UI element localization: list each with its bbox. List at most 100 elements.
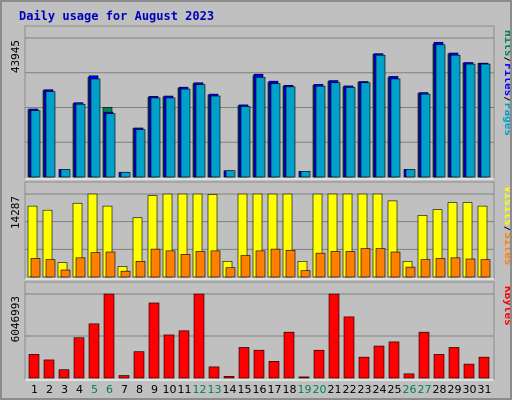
bar-files — [195, 84, 206, 178]
bar-sites — [480, 259, 491, 278]
bar-sites — [225, 267, 236, 278]
x-tick-label: 17 — [268, 383, 282, 396]
bar-kbytes — [298, 376, 310, 379]
x-tick-label: 5 — [91, 383, 98, 396]
bar-kbytes — [268, 361, 280, 379]
bar-kbytes — [88, 323, 100, 379]
bar-files — [450, 54, 461, 178]
bar-files — [120, 171, 131, 178]
bar-files — [225, 170, 236, 178]
bar-sites — [360, 248, 371, 278]
bar-kbytes — [358, 356, 370, 379]
panel-visits-side-label: Visits/Sites — [502, 186, 510, 266]
x-tick-label: 22 — [343, 383, 357, 396]
bar-sites — [390, 251, 401, 278]
bar-sites — [375, 248, 386, 278]
side-label-part: Files — [502, 63, 510, 96]
bar-kbytes — [148, 302, 160, 379]
bar-kbytes — [238, 347, 250, 379]
chart-title: Daily usage for August 2023 — [19, 9, 214, 23]
bar-sites — [255, 250, 266, 278]
x-tick-label: 13 — [208, 383, 222, 396]
bar-sites — [465, 258, 476, 278]
panel-kbytes: 6046993 KBytes — [9, 281, 510, 381]
bar-files — [435, 44, 446, 178]
x-tick-labels: 1 2 3 4 5 6 7 8 9 10 11 12 13 14 15 16 17 18 19 20 21 22 23 24 2… — [31, 383, 492, 396]
x-tick-label: 1 — [31, 383, 38, 396]
bar-files — [360, 82, 371, 178]
bar-kbytes — [373, 345, 385, 379]
bar-kbytes — [463, 363, 475, 379]
bar-files — [345, 87, 356, 178]
bar-files — [45, 91, 56, 178]
bar-files — [270, 83, 281, 178]
bar-kbytes — [73, 337, 85, 379]
side-label-part: Hits — [502, 30, 510, 57]
bar-files — [255, 77, 266, 178]
bar-sites — [210, 250, 221, 278]
x-tick-label: 10 — [163, 383, 177, 396]
bar-kbytes — [253, 349, 265, 379]
bar-kbytes — [223, 376, 235, 379]
bar-kbytes — [448, 347, 460, 379]
bar-sites — [300, 270, 311, 278]
bar-kbytes — [43, 359, 55, 379]
panel-visits: 14287 Visits/Sites — [9, 181, 510, 280]
bar-kbytes — [208, 366, 220, 379]
bar-sites — [120, 270, 131, 278]
x-tick-label: 19 — [298, 383, 312, 396]
x-tick-label: 30 — [463, 383, 477, 396]
bar-sites — [165, 250, 176, 278]
bar-sites — [240, 255, 251, 278]
bar-sites — [45, 259, 56, 278]
side-label-part: Visits — [502, 186, 510, 226]
x-tick-label: 2 — [46, 383, 53, 396]
bar-sites — [105, 251, 116, 278]
bar-kbytes — [388, 341, 400, 379]
bar-sites — [285, 249, 296, 278]
bar-sites — [30, 258, 41, 278]
bar-sites — [315, 252, 326, 278]
bar-sites — [270, 248, 281, 278]
bar-kbytes — [193, 293, 205, 379]
x-tick-label: 6 — [106, 383, 113, 396]
side-label-part: KBytes — [502, 286, 510, 326]
x-tick-label: 26 — [403, 383, 417, 396]
x-tick-label: 28 — [433, 383, 447, 396]
bar-kbytes — [163, 334, 175, 379]
panel-kbytes-side-label: KBytes — [502, 286, 510, 326]
bar-kbytes — [58, 369, 70, 379]
x-tick-label: 29 — [448, 383, 462, 396]
bar-sites — [195, 251, 206, 278]
bar-sites — [150, 248, 161, 278]
x-tick-label: 14 — [223, 383, 237, 396]
bar-files — [300, 171, 311, 178]
bar-files — [240, 106, 251, 178]
bar-files — [180, 88, 191, 178]
bar-files — [150, 97, 161, 178]
panel-visits-ymax-label: 14287 — [9, 196, 22, 229]
bar-files — [375, 54, 386, 178]
bar-kbytes — [418, 331, 430, 379]
bar-files — [60, 169, 71, 178]
bar-sites — [60, 269, 71, 278]
x-tick-label: 9 — [151, 383, 158, 396]
bar-files — [135, 129, 146, 178]
x-tick-label: 24 — [373, 383, 387, 396]
bar-kbytes — [403, 373, 415, 379]
side-label-part: / — [502, 226, 510, 233]
x-tick-label: 7 — [121, 383, 128, 396]
x-tick-label: 25 — [388, 383, 402, 396]
bar-kbytes — [118, 375, 130, 379]
bar-files — [30, 110, 41, 178]
bar-kbytes — [313, 349, 325, 379]
x-tick-label: 20 — [313, 383, 327, 396]
bar-kbytes — [283, 331, 295, 379]
side-label-part: Sites — [502, 232, 510, 265]
bar-kbytes — [328, 293, 340, 379]
bar-sites — [330, 251, 341, 278]
bar-files — [210, 95, 221, 178]
